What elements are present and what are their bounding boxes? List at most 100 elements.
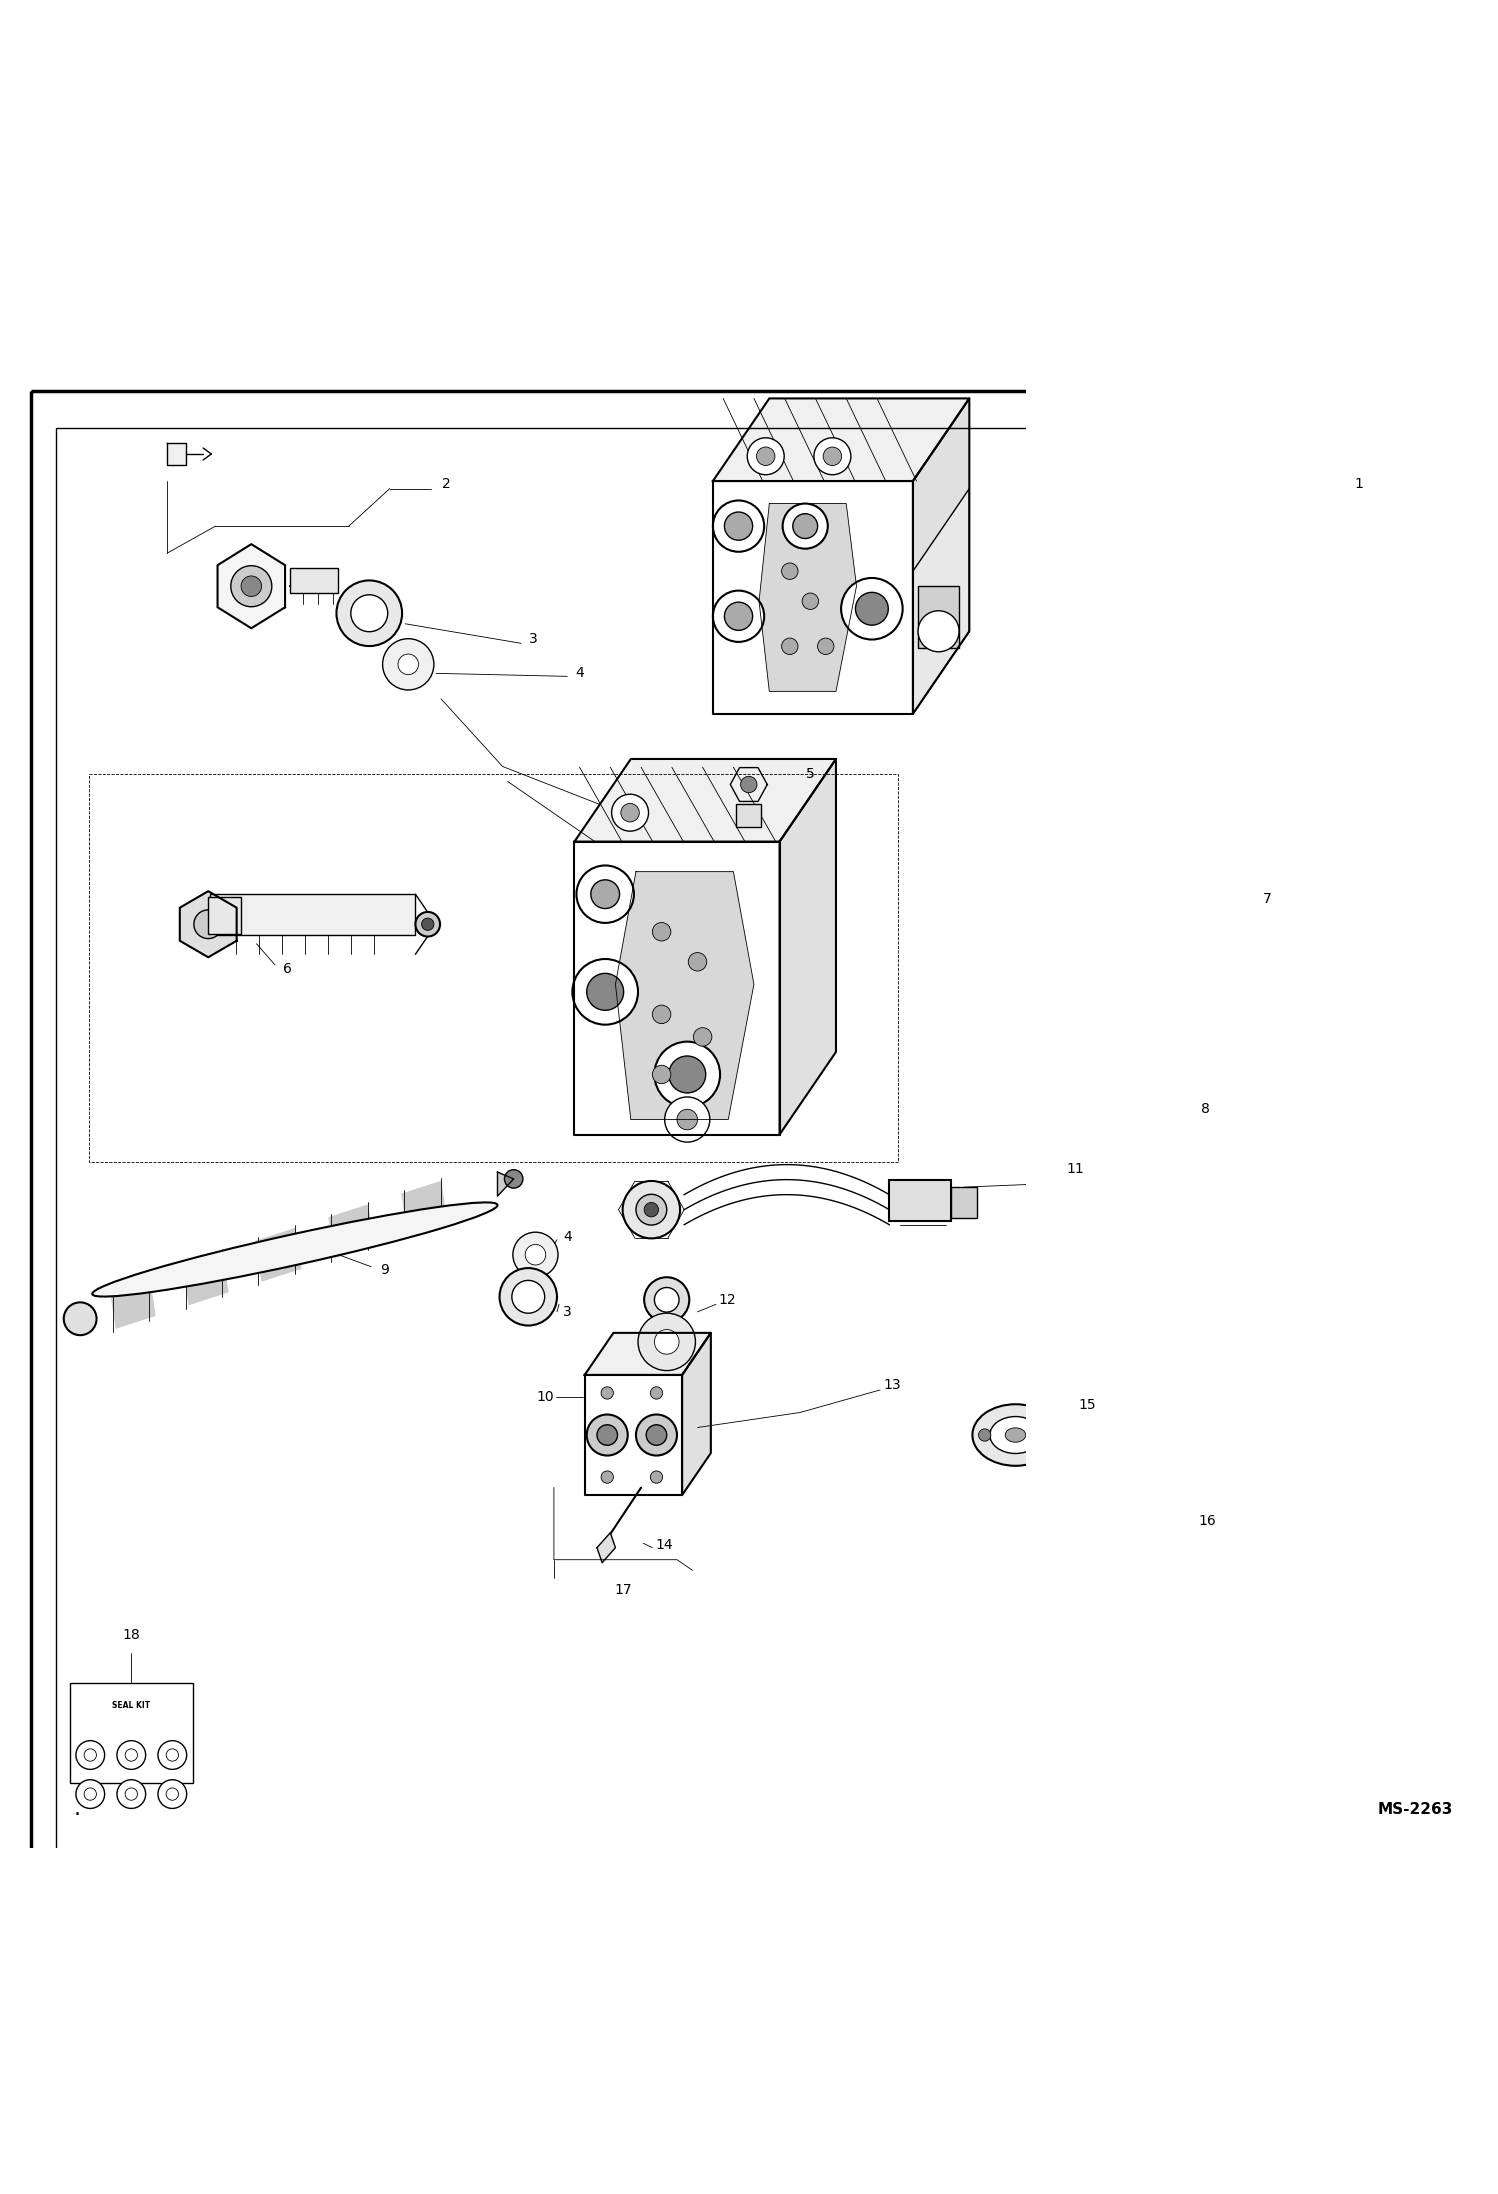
- Polygon shape: [168, 443, 186, 465]
- Circle shape: [782, 564, 798, 579]
- Circle shape: [76, 1740, 105, 1768]
- Circle shape: [1140, 1071, 1158, 1088]
- Polygon shape: [574, 842, 779, 1134]
- Text: 4: 4: [563, 1229, 572, 1244]
- Ellipse shape: [1005, 1428, 1026, 1441]
- Circle shape: [644, 1277, 689, 1323]
- Ellipse shape: [972, 1404, 1059, 1466]
- Polygon shape: [183, 1251, 229, 1305]
- Text: 4: 4: [575, 667, 584, 680]
- Bar: [951, 1187, 977, 1218]
- Polygon shape: [759, 505, 857, 691]
- Circle shape: [1128, 1058, 1170, 1099]
- Polygon shape: [255, 1229, 301, 1281]
- Circle shape: [677, 1110, 698, 1130]
- Polygon shape: [912, 489, 969, 713]
- Circle shape: [166, 1749, 178, 1762]
- Polygon shape: [401, 1180, 448, 1235]
- Circle shape: [782, 505, 828, 548]
- Circle shape: [231, 566, 271, 608]
- Circle shape: [126, 1749, 138, 1762]
- Text: 16: 16: [1198, 1514, 1216, 1527]
- Circle shape: [756, 448, 774, 465]
- Circle shape: [801, 592, 818, 610]
- Circle shape: [415, 913, 440, 937]
- Circle shape: [620, 803, 640, 823]
- Circle shape: [505, 1169, 523, 1189]
- Circle shape: [824, 448, 842, 465]
- Circle shape: [623, 1180, 680, 1237]
- Polygon shape: [682, 1334, 712, 1494]
- Circle shape: [611, 794, 649, 832]
- Circle shape: [512, 1281, 545, 1314]
- Circle shape: [526, 1244, 545, 1266]
- Text: 8: 8: [1201, 1101, 1210, 1117]
- Circle shape: [655, 1288, 679, 1312]
- Bar: [918, 586, 959, 647]
- Text: MS-2263: MS-2263: [1378, 1801, 1453, 1817]
- Text: 3: 3: [529, 632, 538, 645]
- Circle shape: [782, 638, 798, 654]
- Text: 13: 13: [884, 1378, 902, 1393]
- Circle shape: [587, 974, 623, 1009]
- Text: 10: 10: [536, 1391, 554, 1404]
- Polygon shape: [584, 1376, 682, 1494]
- Bar: [210, 895, 415, 935]
- Circle shape: [598, 1424, 617, 1446]
- Circle shape: [652, 1066, 671, 1084]
- Circle shape: [193, 911, 223, 939]
- Text: 6: 6: [283, 963, 292, 976]
- Polygon shape: [328, 1205, 374, 1259]
- Circle shape: [572, 959, 638, 1025]
- Circle shape: [725, 511, 752, 540]
- Circle shape: [337, 581, 401, 645]
- Circle shape: [157, 1779, 187, 1808]
- Polygon shape: [779, 759, 836, 1134]
- Circle shape: [650, 1470, 662, 1483]
- Circle shape: [638, 1314, 695, 1371]
- Text: 7: 7: [1263, 891, 1272, 906]
- Polygon shape: [713, 480, 912, 713]
- Circle shape: [650, 1387, 662, 1400]
- Circle shape: [241, 577, 262, 597]
- Text: 1: 1: [1354, 476, 1363, 491]
- Text: 18: 18: [123, 1628, 141, 1641]
- Circle shape: [1040, 1428, 1053, 1441]
- Bar: [1077, 1071, 1170, 1082]
- Circle shape: [1077, 1058, 1118, 1099]
- Circle shape: [499, 1268, 557, 1325]
- Circle shape: [652, 1005, 671, 1025]
- Circle shape: [601, 1387, 613, 1400]
- Circle shape: [652, 921, 671, 941]
- Polygon shape: [497, 1172, 514, 1196]
- Ellipse shape: [990, 1417, 1041, 1452]
- Circle shape: [740, 777, 756, 792]
- Circle shape: [1137, 1512, 1156, 1529]
- Text: 11: 11: [1067, 1163, 1085, 1176]
- Polygon shape: [217, 544, 285, 627]
- Text: 3: 3: [563, 1305, 572, 1319]
- Circle shape: [978, 1428, 990, 1441]
- Polygon shape: [180, 891, 237, 957]
- Text: 14: 14: [656, 1538, 674, 1551]
- Bar: [737, 803, 761, 827]
- Circle shape: [855, 592, 888, 625]
- Circle shape: [665, 1097, 710, 1143]
- Bar: [208, 897, 241, 935]
- Polygon shape: [574, 759, 836, 842]
- Circle shape: [713, 590, 764, 643]
- Circle shape: [512, 1233, 557, 1277]
- Circle shape: [748, 439, 783, 474]
- Text: ·: ·: [73, 1806, 81, 1825]
- Circle shape: [351, 595, 388, 632]
- Bar: [291, 568, 339, 592]
- Circle shape: [382, 638, 434, 689]
- Text: 2: 2: [442, 476, 451, 491]
- Circle shape: [637, 1415, 677, 1455]
- Polygon shape: [109, 1275, 156, 1330]
- Polygon shape: [584, 1334, 712, 1376]
- Circle shape: [818, 638, 834, 654]
- Circle shape: [126, 1788, 138, 1801]
- Circle shape: [840, 577, 903, 638]
- Circle shape: [813, 439, 851, 474]
